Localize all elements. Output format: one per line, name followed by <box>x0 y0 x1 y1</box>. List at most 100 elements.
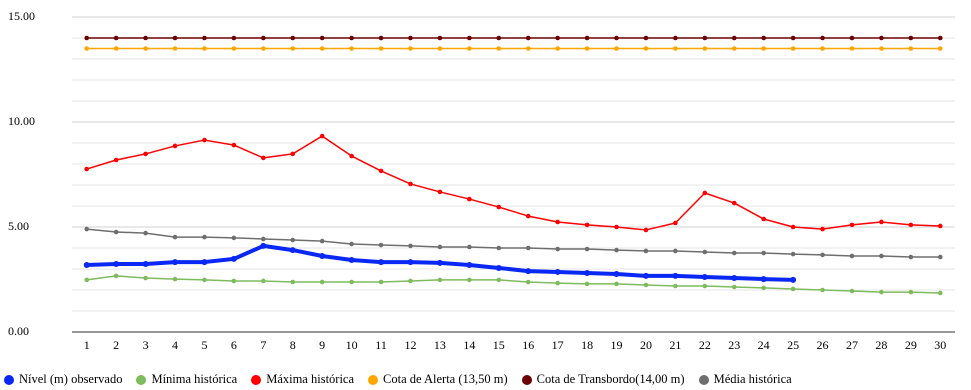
point <box>290 35 296 41</box>
x-tick-label: 19 <box>611 338 623 352</box>
point <box>84 35 90 41</box>
point <box>319 46 325 51</box>
point <box>378 259 385 266</box>
point <box>319 133 325 139</box>
point <box>643 227 649 233</box>
point <box>143 46 148 51</box>
x-tick-label: 23 <box>728 338 740 352</box>
point <box>673 248 678 254</box>
point <box>84 166 90 172</box>
legend-label: Máxima histórica <box>266 372 355 386</box>
point <box>643 46 649 51</box>
point <box>614 35 619 41</box>
point <box>408 278 413 284</box>
point <box>348 256 355 263</box>
point <box>172 276 178 282</box>
point <box>495 264 502 271</box>
point <box>702 46 708 51</box>
x-tick-label: 9 <box>319 338 325 352</box>
point <box>378 46 384 51</box>
point <box>113 46 119 51</box>
point <box>554 268 561 275</box>
point <box>849 253 855 259</box>
x-tick-label: 7 <box>260 338 266 352</box>
point <box>172 259 179 266</box>
point <box>820 252 825 258</box>
point <box>731 284 737 290</box>
point <box>672 272 679 279</box>
point <box>643 35 649 41</box>
point <box>202 137 207 143</box>
point <box>937 290 943 296</box>
x-tick-label: 17 <box>552 338 564 352</box>
point <box>113 35 119 41</box>
x-tick-label: 11 <box>375 338 387 352</box>
point <box>467 35 472 41</box>
point <box>202 234 207 240</box>
point <box>614 281 619 287</box>
legend-item: Mínima histórica <box>136 372 237 387</box>
series-line <box>86 228 941 258</box>
point <box>790 224 796 230</box>
legend-marker <box>251 374 262 385</box>
point <box>879 46 884 51</box>
series-line <box>86 135 941 231</box>
point <box>555 219 560 225</box>
point <box>820 46 825 51</box>
point <box>584 269 591 276</box>
point <box>437 244 443 250</box>
point <box>289 247 296 254</box>
point <box>731 35 737 41</box>
point <box>731 275 738 282</box>
point <box>230 255 237 262</box>
point <box>790 46 796 51</box>
point <box>849 288 855 294</box>
legend-marker <box>368 374 379 385</box>
point <box>407 259 414 266</box>
x-tick-label: 13 <box>434 338 446 352</box>
x-tick-label: 27 <box>846 338 858 352</box>
point <box>349 153 354 159</box>
point <box>260 242 267 249</box>
x-tick-label: 2 <box>113 338 119 352</box>
point <box>849 222 855 228</box>
point <box>290 237 296 243</box>
x-tick-label: 10 <box>346 338 358 352</box>
x-tick-label: 14 <box>463 338 475 352</box>
point <box>349 35 354 41</box>
point <box>84 277 90 283</box>
point <box>761 35 766 41</box>
legend-marker <box>521 374 532 385</box>
x-tick-label: 22 <box>699 338 711 352</box>
point <box>761 216 766 222</box>
legend-item: Cota de Transbordo(14,00 m) <box>521 372 685 387</box>
point <box>408 46 413 51</box>
point <box>496 245 502 251</box>
point <box>349 241 354 247</box>
point <box>642 272 649 279</box>
point <box>613 271 620 278</box>
legend-label: Cota de Alerta (13,50 m) <box>383 372 508 386</box>
x-tick-label: 5 <box>201 338 207 352</box>
point <box>290 46 296 51</box>
point <box>290 151 296 157</box>
point <box>113 273 119 279</box>
point <box>555 35 560 41</box>
point <box>201 259 208 266</box>
point <box>319 252 326 259</box>
point <box>614 224 619 230</box>
point <box>113 157 119 163</box>
point <box>908 46 914 51</box>
point <box>584 281 590 287</box>
x-tick-label: 21 <box>669 338 681 352</box>
point <box>849 35 855 41</box>
point <box>202 277 207 283</box>
point <box>702 249 708 255</box>
point <box>525 279 531 285</box>
x-tick-label: 3 <box>143 338 149 352</box>
point <box>673 46 678 51</box>
point <box>496 35 502 41</box>
point <box>673 283 678 289</box>
point <box>261 155 266 161</box>
legend-item: Média histórica <box>698 372 792 387</box>
